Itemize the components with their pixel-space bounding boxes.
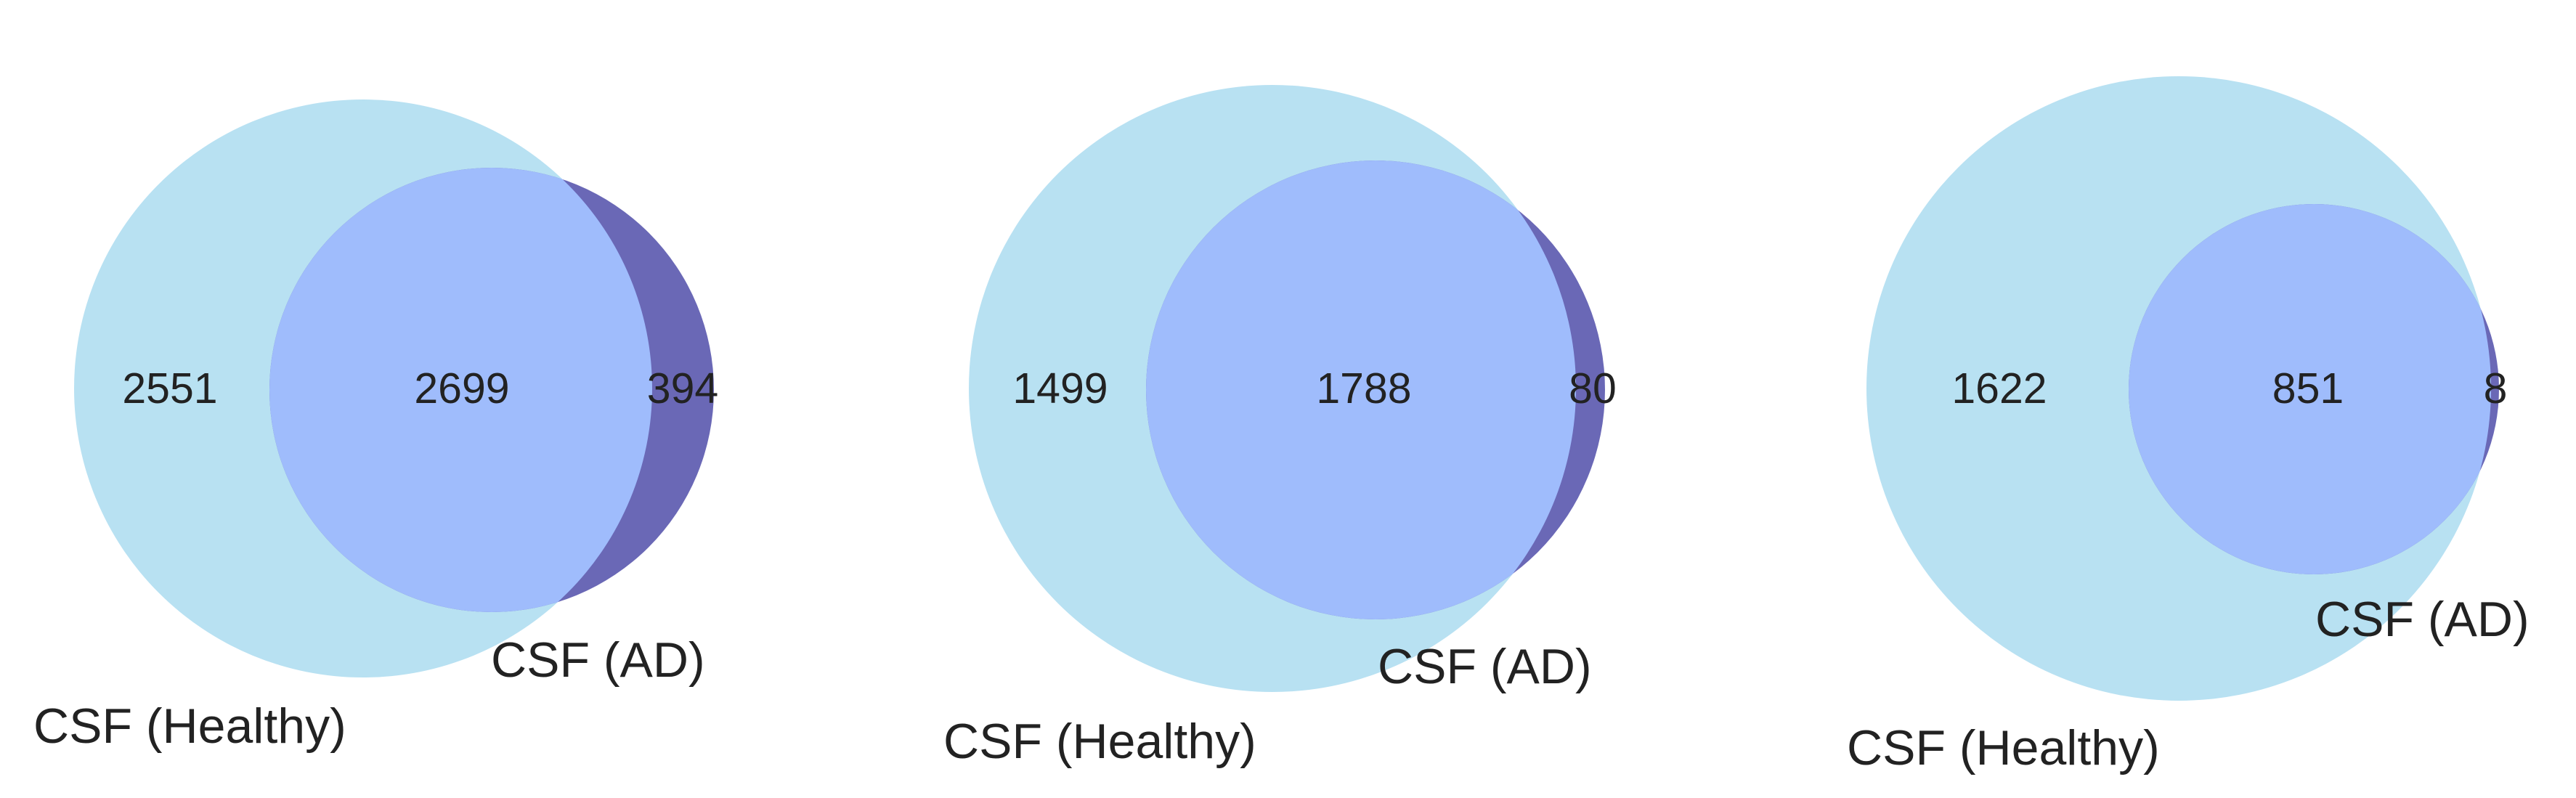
only-b-count: 80 xyxy=(1569,365,1617,412)
only-a-count: 2551 xyxy=(122,365,217,412)
overlap-region xyxy=(269,168,652,612)
overlap-region xyxy=(2129,204,2491,574)
overlap-region xyxy=(1146,160,1576,619)
venn-diagram-1: 2551 2699 394 CSF (Healthy) CSF (AD) xyxy=(33,99,718,754)
only-a-count: 1499 xyxy=(1012,365,1108,412)
set-b-label: CSF (AD) xyxy=(1378,639,1592,694)
only-a-count: 1622 xyxy=(1951,365,2047,412)
set-b-label: CSF (AD) xyxy=(2315,592,2530,647)
set-a-label: CSF (Healthy) xyxy=(943,714,1256,769)
overlap-count: 1788 xyxy=(1316,365,1411,412)
venn-diagram-3: 1622 851 8 CSF (Healthy) CSF (AD) xyxy=(1847,76,2530,775)
only-b-count: 8 xyxy=(2484,365,2508,412)
set-a-label: CSF (Healthy) xyxy=(33,699,346,754)
set-a-label: CSF (Healthy) xyxy=(1847,720,2160,775)
overlap-count: 2699 xyxy=(414,365,509,412)
venn-diagram-2: 1499 1788 80 CSF (Healthy) CSF (AD) xyxy=(943,85,1617,769)
set-b-label: CSF (AD) xyxy=(491,632,705,688)
overlap-count: 851 xyxy=(2272,365,2344,412)
only-b-count: 394 xyxy=(647,365,718,412)
